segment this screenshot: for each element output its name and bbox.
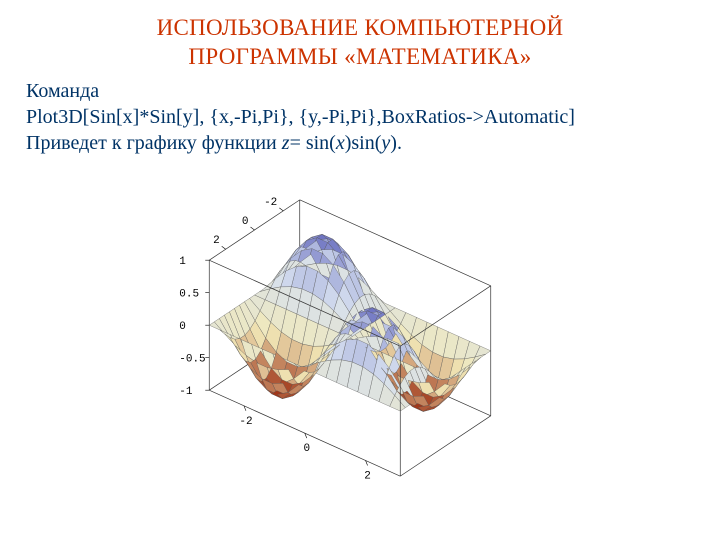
body-line-1: Команда bbox=[26, 78, 694, 104]
plot-3d-surface: -1 -0.5 0 0.5 1 -2 0 2 -2 0 2 bbox=[100, 168, 620, 528]
svg-text:2: 2 bbox=[364, 471, 371, 483]
z-var: z bbox=[282, 132, 290, 154]
title-line-1: ИСПОЛЬЗОВАНИЕ КОМПЬЮТЕРНОЙ bbox=[157, 15, 564, 40]
svg-text:2: 2 bbox=[213, 235, 220, 247]
svg-text:0.5: 0.5 bbox=[179, 289, 199, 301]
y-var: y bbox=[381, 132, 390, 154]
body-line-3: Приведет к графику функции z= sin(x)sin(… bbox=[26, 130, 694, 156]
surface-mesh bbox=[209, 234, 490, 411]
title-line-2: ПРОГРАММЫ «МАТЕМАТИКА» bbox=[188, 44, 531, 69]
body-paragraph: Команда Plot3D[Sin[x]*Sin[y], {x,-Pi,Pi}… bbox=[26, 78, 694, 156]
eq-text: = sin( bbox=[290, 132, 336, 154]
svg-text:0: 0 bbox=[179, 321, 186, 333]
slide-title: ИСПОЛЬЗОВАНИЕ КОМПЬЮТЕРНОЙ ПРОГРАММЫ «МА… bbox=[26, 14, 694, 72]
body-line-2: Plot3D[Sin[x]*Sin[y], {x,-Pi,Pi}, {y,-Pi… bbox=[26, 104, 694, 130]
svg-text:-2: -2 bbox=[239, 416, 252, 428]
x-var: x bbox=[336, 132, 345, 154]
svg-text:0: 0 bbox=[242, 216, 249, 228]
svg-text:-1: -1 bbox=[179, 386, 193, 398]
mid-text: )sin( bbox=[345, 132, 382, 154]
slide-root: ИСПОЛЬЗОВАНИЕ КОМПЬЮТЕРНОЙ ПРОГРАММЫ «МА… bbox=[0, 0, 720, 540]
svg-text:1: 1 bbox=[179, 256, 186, 268]
svg-text:-0.5: -0.5 bbox=[179, 354, 205, 366]
suffix-text: ). bbox=[390, 132, 402, 154]
svg-text:-2: -2 bbox=[264, 197, 277, 209]
body-line-3-prefix: Приведет к графику функции bbox=[26, 132, 282, 154]
plot-container: -1 -0.5 0 0.5 1 -2 0 2 -2 0 2 bbox=[0, 168, 720, 528]
svg-text:0: 0 bbox=[303, 443, 310, 455]
